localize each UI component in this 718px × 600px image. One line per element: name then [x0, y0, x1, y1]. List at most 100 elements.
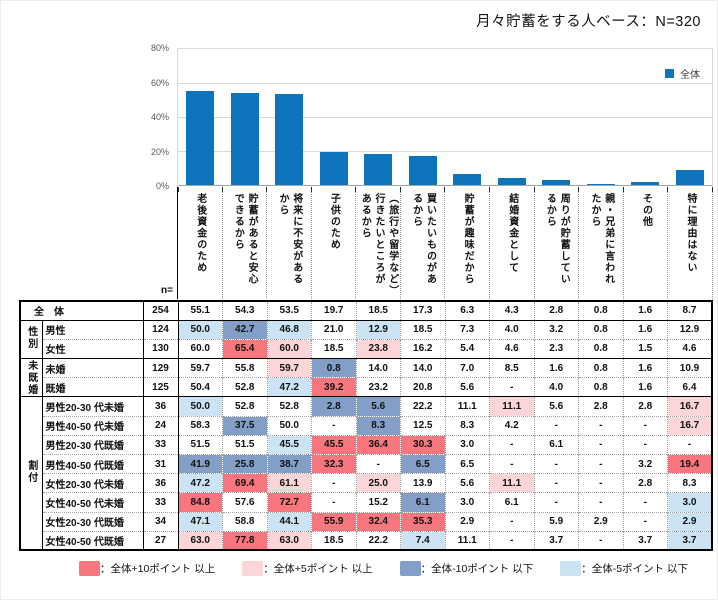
value-cell: 5.6: [445, 473, 490, 493]
bar-slot: [223, 49, 268, 185]
bar: [631, 182, 660, 185]
value-cell: 18.5: [356, 300, 401, 321]
value-cell: 16.7: [667, 396, 712, 417]
value-cell: 1.6: [623, 300, 668, 321]
value-cell: 6.3: [445, 300, 490, 321]
value-cell: 6.1: [400, 492, 446, 513]
value-cell: 13.9: [400, 473, 446, 493]
value-cell: 55.8: [222, 358, 268, 378]
row-label: 女性20-30 代既婚: [42, 511, 144, 532]
bar: [319, 151, 348, 185]
value-cell: -: [311, 492, 357, 513]
data-table-body: 全 体 254 55.1 54.3 53.5 19.7 18.5 17.3 6.3 4.3 2.8 0…: [20, 300, 712, 551]
value-cell: 58.3: [178, 415, 223, 436]
value-cell: 51.5: [178, 434, 223, 455]
value-cell: 7.4: [400, 530, 446, 551]
value-cell: 39.2: [311, 377, 357, 397]
bar: [186, 91, 215, 185]
n-value: 129: [143, 358, 179, 378]
category-label-cell: 貯蓄があると安心できるから: [223, 187, 268, 299]
value-cell: 46.8: [267, 319, 312, 340]
value-cell: 8.3: [445, 415, 490, 436]
y-axis-tick-label: 20%: [150, 146, 169, 157]
value-cell: 52.8: [222, 377, 268, 397]
row-label: 女性40-50 代未婚: [42, 492, 144, 513]
row-label: 男性40-50 代既婚: [42, 453, 144, 474]
value-cell: 2.9: [667, 511, 712, 532]
bar-slot: [401, 49, 446, 185]
value-cell: 50.0: [178, 396, 223, 417]
value-cell: 12.9: [356, 319, 401, 340]
row-label: 男性: [42, 319, 144, 340]
value-cell: 11.1: [489, 396, 535, 417]
row-label: 既婚: [42, 377, 144, 397]
bar: [675, 170, 704, 185]
value-cell: 3.7: [623, 530, 668, 551]
value-cell: 5.6: [356, 396, 401, 417]
n-value: 36: [143, 473, 179, 493]
value-cell: 6.4: [667, 377, 712, 397]
value-cell: 38.7: [267, 453, 312, 474]
value-cell: 3.0: [667, 492, 712, 513]
category-label: 貯蓄があると安心できるから: [232, 193, 258, 285]
value-cell: 4.0: [489, 319, 535, 340]
table-row: 男性20-30 代既婚 33 51.5 51.5 45.5 45.5 36.4 30.3 3.0…: [20, 434, 712, 455]
value-cell: 84.8: [178, 492, 223, 513]
row-group-label: 性別: [20, 319, 43, 359]
value-cell: 52.8: [222, 396, 268, 417]
value-cell: 11.1: [445, 396, 490, 417]
y-axis-tick-label: 40%: [150, 112, 169, 122]
bar-slot: [312, 49, 357, 185]
value-cell: 18.5: [400, 319, 446, 340]
value-cell: -: [667, 434, 712, 455]
bar-slot: [490, 49, 535, 185]
value-cell: 6.5: [445, 453, 490, 474]
n-value: 34: [143, 511, 179, 532]
value-cell: 52.8: [267, 396, 312, 417]
value-cell: 2.8: [534, 300, 579, 321]
category-label: 結婚資金として: [506, 193, 518, 274]
category-label: 将来に不安があるから: [276, 193, 302, 285]
value-cell: 0.8: [578, 338, 624, 359]
value-cell: 77.8: [222, 530, 268, 551]
value-cell: 58.8: [222, 511, 268, 532]
bar-slot: [178, 49, 223, 185]
category-label: 老後資金のため: [194, 193, 206, 274]
value-cell: -: [489, 434, 535, 455]
category-label: その他: [640, 193, 652, 228]
category-label: 子供のため: [328, 193, 340, 251]
page-title: 月々貯蓄をする人ベース：N=320: [476, 14, 701, 30]
value-cell: 14.0: [356, 358, 401, 378]
value-cell: -: [623, 511, 668, 532]
table-row: 女性40-50 代既婚 27 63.0 77.8 63.0 18.5 22.2 7.4 11.1…: [20, 530, 712, 551]
category-label: 親・兄弟に言われたから: [588, 193, 614, 285]
row-label: 女性20-30 代未婚: [42, 473, 144, 493]
row-label: 男性40-50 代未婚: [42, 415, 144, 436]
value-cell: -: [578, 453, 624, 474]
value-cell: 41.9: [178, 453, 223, 474]
value-cell: 60.0: [178, 338, 223, 359]
data-table: 全 体 254 55.1 54.3 53.5 19.7 18.5 17.3 6.3 4.3 2.8 0…: [19, 300, 713, 552]
row-group-label: 未既婚: [20, 358, 43, 397]
category-label-cell: その他: [624, 187, 669, 299]
value-cell: 21.0: [311, 319, 357, 340]
value-cell: 60.0: [267, 338, 312, 359]
value-cell: 0.8: [578, 377, 624, 397]
bar: [275, 94, 304, 185]
bar-slot: [668, 49, 713, 185]
value-cell: 50.4: [178, 377, 223, 397]
value-cell: 44.1: [267, 511, 312, 532]
value-cell: -: [578, 434, 624, 455]
value-cell: 6.1: [489, 492, 535, 513]
value-cell: 4.2: [489, 415, 535, 436]
value-cell: 11.1: [445, 530, 490, 551]
y-axis-tick-label: 60%: [150, 77, 169, 88]
y-axis-tick-label: 0%: [155, 181, 169, 191]
table-row: 女性20-30 代未婚 36 47.2 69.4 61.1-25.0 13.9 5.6 11.…: [20, 473, 712, 493]
n-value: 125: [143, 377, 179, 397]
table-row: 女性40-50 代未婚 33 84.8 57.6 72.7-15.2 6.1 3.0 6.1-…: [20, 492, 712, 513]
value-cell: 59.7: [267, 358, 312, 378]
value-cell: 2.8: [623, 473, 668, 493]
value-cell: 22.2: [356, 530, 401, 551]
n-value: 254: [143, 300, 179, 321]
